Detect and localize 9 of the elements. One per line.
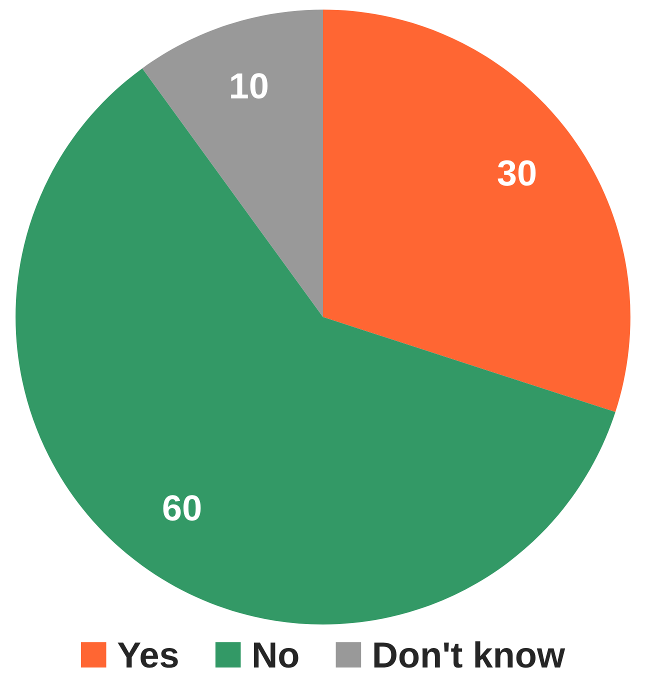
pie-slice — [323, 10, 630, 412]
pie-slice — [16, 68, 616, 624]
data-label: 10 — [231, 73, 268, 99]
pie-slice — [142, 10, 323, 318]
data-label: 30 — [498, 160, 536, 186]
legend-label: No — [254, 642, 298, 668]
legend-label: Yes — [118, 642, 178, 668]
data-label: 60 — [163, 495, 201, 521]
legend-label: Don't know — [374, 641, 566, 668]
